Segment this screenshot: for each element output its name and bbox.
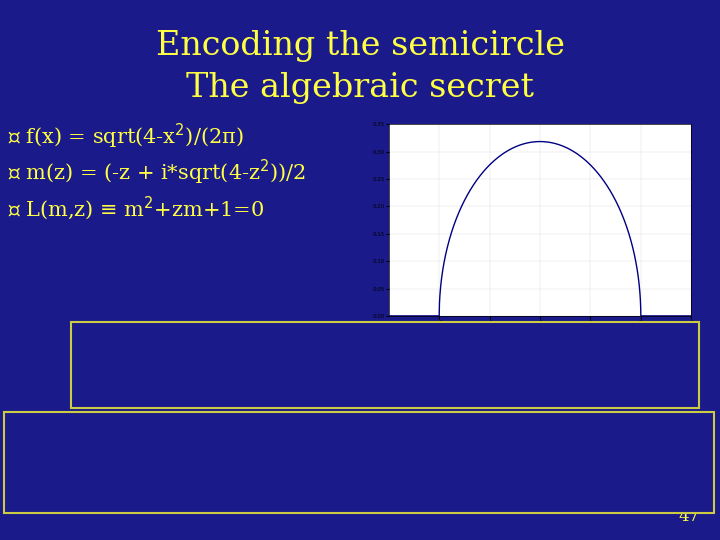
Text: Encoding the semicircle: Encoding the semicircle xyxy=(156,30,564,62)
Text: ❖ L(m,z) ≡ m$^2$+zm+1=0: ❖ L(m,z) ≡ m$^2$+zm+1=0 xyxy=(8,194,264,221)
Text: Polynomial  L whose root m is Stieltjes transform: Polynomial L whose root m is Stieltjes t… xyxy=(14,462,570,484)
Text: m(z) = $\int$ (x-z)$^{-1}$f(x) dx     Stieltjes transform: m(z) = $\int$ (x-z)$^{-1}$f(x) dx Stielt… xyxy=(110,343,610,377)
Text: ❖ m(z) = (-z + i*sqrt(4-z$^2$))/2: ❖ m(z) = (-z + i*sqrt(4-z$^2$))/2 xyxy=(8,158,306,187)
Text: 47: 47 xyxy=(679,508,700,525)
Text: Practical encoding:: Practical encoding: xyxy=(14,428,232,450)
Text: The algebraic secret: The algebraic secret xyxy=(186,72,534,104)
Text: ❖ f(x) = sqrt(4-x$^2$)/(2π): ❖ f(x) = sqrt(4-x$^2$)/(2π) xyxy=(8,122,243,151)
